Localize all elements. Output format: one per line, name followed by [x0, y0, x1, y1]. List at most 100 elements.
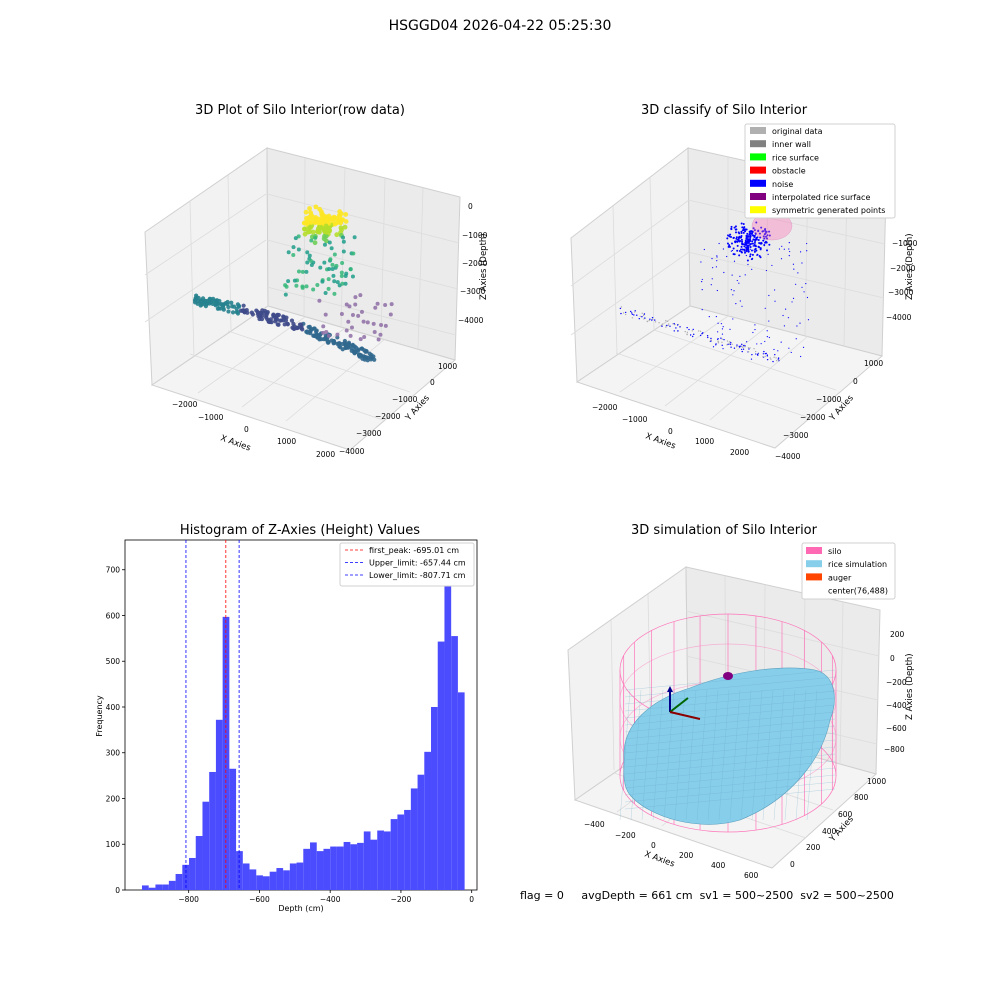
classify-point — [634, 311, 636, 313]
simulation-ztick: −800 — [884, 745, 905, 754]
classify-point — [712, 346, 715, 348]
classify-point — [743, 249, 746, 252]
classify-point — [806, 250, 808, 252]
classify-point — [716, 338, 719, 340]
classify-point — [624, 311, 627, 314]
classify-point — [624, 313, 627, 316]
classify-point — [661, 323, 664, 325]
raw-point — [331, 273, 336, 278]
legend-label: original data — [772, 127, 823, 136]
classify-point — [765, 241, 768, 244]
classify-point — [734, 225, 737, 228]
raw-panel-title: 3D Plot of Silo Interior(row data) — [195, 103, 405, 118]
raw-point — [307, 253, 312, 258]
raw-point — [284, 284, 289, 289]
raw-point — [373, 305, 378, 310]
raw-point — [313, 235, 318, 240]
raw-point — [215, 301, 220, 306]
classify-point — [651, 316, 654, 319]
rice-mesh-line — [624, 683, 836, 705]
raw-point — [372, 357, 377, 362]
classify-point — [686, 331, 689, 334]
raw-point — [353, 302, 358, 307]
classify-point — [720, 323, 723, 325]
raw-point — [324, 238, 329, 244]
raw-point — [342, 224, 348, 230]
raw-point — [275, 313, 280, 318]
classify-point — [654, 321, 657, 323]
classify-point — [673, 330, 675, 332]
classify-point — [710, 340, 712, 342]
raw-point — [326, 277, 331, 282]
histogram-bar — [283, 870, 290, 890]
classify-point — [731, 274, 733, 276]
raw-point — [334, 232, 340, 238]
raw-point — [330, 267, 335, 272]
classify-point — [787, 317, 790, 319]
raw-point — [291, 253, 296, 258]
classify-point — [641, 312, 643, 314]
raw-point — [337, 283, 342, 288]
simulation-xlabel: X Axies — [643, 849, 676, 869]
classify-point — [740, 250, 743, 253]
histogram-ytick-label: 100 — [106, 840, 121, 849]
classify-point — [666, 320, 669, 323]
classify-point — [749, 253, 752, 256]
classify-point — [620, 306, 623, 308]
raw-point — [234, 306, 239, 311]
classify-point — [740, 245, 743, 248]
raw-point — [196, 295, 201, 301]
histogram-bars — [141, 559, 465, 890]
raw-point — [275, 317, 280, 322]
histogram-bar — [431, 706, 438, 890]
classify-point — [758, 241, 761, 244]
classify-point — [789, 250, 791, 253]
classify-point — [658, 322, 660, 324]
raw-ztick: −4000 — [458, 316, 484, 325]
raw-point — [344, 328, 349, 333]
raw-point — [346, 319, 351, 324]
raw-point — [306, 330, 311, 335]
legend-swatch — [806, 573, 822, 581]
classify-point — [760, 226, 763, 229]
raw-point — [389, 302, 394, 307]
raw-point — [321, 330, 326, 335]
classify-point — [793, 268, 795, 270]
raw-point — [327, 228, 332, 234]
classify-point — [742, 223, 745, 226]
classify-point — [766, 358, 769, 361]
raw-point — [275, 322, 280, 327]
classify-point — [744, 251, 747, 254]
classify-ytick: −4000 — [775, 452, 801, 461]
raw-point — [303, 209, 309, 215]
classify-ytick: 0 — [853, 377, 858, 386]
classify-point — [767, 253, 769, 256]
raw-point — [221, 306, 226, 311]
rice-mesh-line — [740, 689, 752, 821]
classify-point — [757, 239, 760, 242]
classify-point — [799, 251, 802, 253]
histogram-xtick-label: −200 — [391, 895, 412, 904]
histogram-vlines — [185, 540, 240, 890]
classify-point — [733, 290, 735, 292]
classify-point — [738, 240, 741, 243]
classify-point — [729, 328, 731, 330]
classify-point — [633, 314, 635, 316]
classify-ytick: 1000 — [864, 359, 883, 368]
raw-point — [218, 306, 223, 311]
raw-point — [340, 347, 345, 352]
raw-ytick: −2000 — [375, 412, 401, 421]
raw-point — [341, 249, 346, 254]
classify-point — [707, 336, 709, 339]
simulation-ytick: 400 — [822, 827, 837, 836]
legend-swatch — [750, 179, 766, 187]
classify-point — [677, 330, 679, 332]
raw-point — [322, 260, 327, 265]
classify-point — [788, 347, 790, 349]
raw-xtick: 0 — [244, 425, 249, 434]
raw-point — [199, 302, 204, 307]
legend-label: auger — [828, 573, 852, 582]
raw-point — [361, 319, 366, 324]
classify-point — [768, 294, 770, 297]
classify-xtick: 1000 — [695, 437, 714, 446]
